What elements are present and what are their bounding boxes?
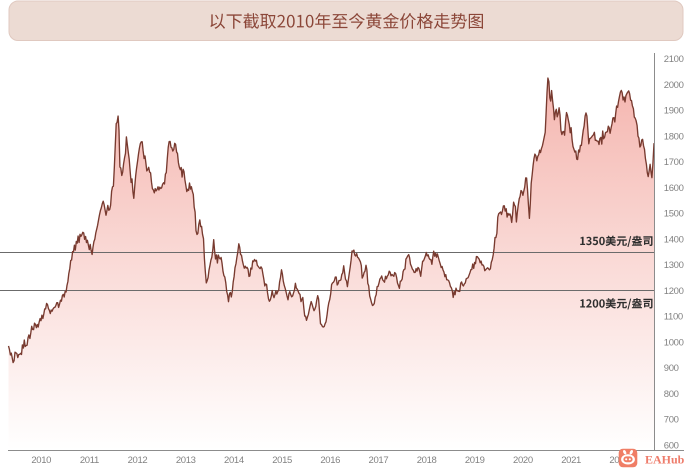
svg-text:2000: 2000 <box>664 80 684 91</box>
svg-text:800: 800 <box>664 389 679 400</box>
svg-text:600: 600 <box>664 440 679 451</box>
svg-text:2014: 2014 <box>224 455 244 466</box>
svg-text:1200: 1200 <box>664 286 684 297</box>
svg-text:1000: 1000 <box>664 337 684 348</box>
svg-text:2010: 2010 <box>31 455 51 466</box>
svg-text:1100: 1100 <box>664 312 683 323</box>
svg-text:2021: 2021 <box>561 455 581 466</box>
svg-text:700: 700 <box>664 415 679 426</box>
svg-text:2020: 2020 <box>513 455 533 466</box>
svg-text:1600: 1600 <box>664 183 684 194</box>
svg-text:900: 900 <box>664 363 679 374</box>
svg-text:2019: 2019 <box>465 455 485 466</box>
svg-text:1900: 1900 <box>664 106 684 117</box>
svg-text:2013: 2013 <box>176 455 196 466</box>
svg-text:1800: 1800 <box>664 131 684 142</box>
svg-text:2012: 2012 <box>128 455 148 466</box>
svg-text:2015: 2015 <box>272 455 292 466</box>
svg-text:1500: 1500 <box>664 209 684 220</box>
svg-text:2016: 2016 <box>320 455 340 466</box>
svg-text:2018: 2018 <box>417 455 437 466</box>
svg-text:2100: 2100 <box>664 54 684 65</box>
svg-text:EAHub: EAHub <box>645 452 685 466</box>
svg-text:2017: 2017 <box>369 455 389 466</box>
svg-text:1400: 1400 <box>664 234 684 245</box>
svg-text:1700: 1700 <box>664 157 684 168</box>
svg-text:1300: 1300 <box>664 260 684 271</box>
svg-text:2011: 2011 <box>80 455 99 466</box>
